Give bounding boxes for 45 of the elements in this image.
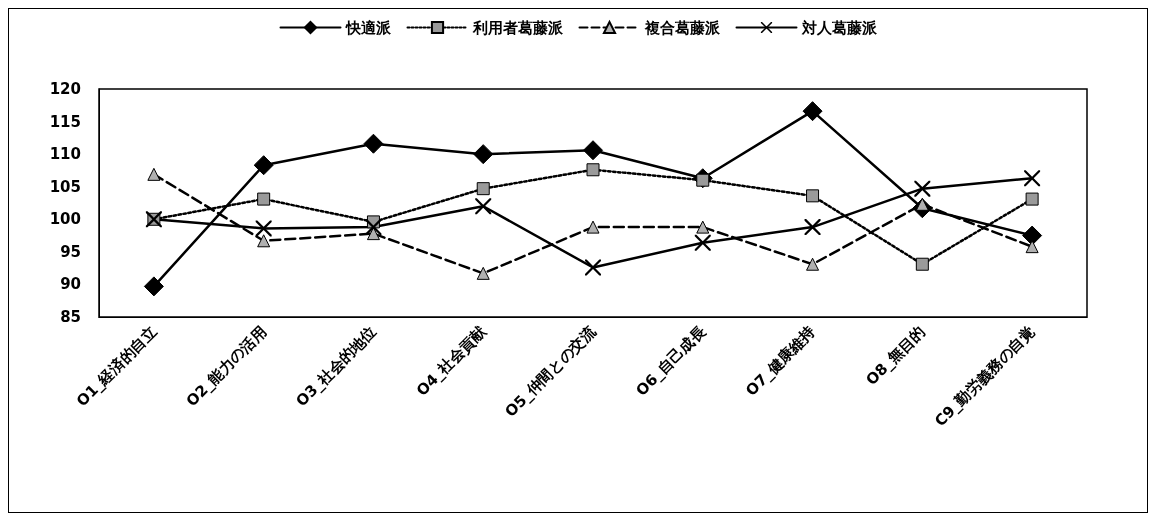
- y-tick-label: 110: [49, 145, 81, 164]
- y-tick-label: 120: [49, 80, 81, 98]
- y-tick-label: 105: [49, 177, 81, 196]
- point: [1025, 192, 1039, 206]
- legend-label: 複合葛藤派: [643, 18, 721, 37]
- point: [143, 276, 164, 297]
- point: [914, 180, 931, 197]
- point: [366, 227, 380, 241]
- y-tick-label: 85: [60, 308, 81, 326]
- y-tick-label: 115: [49, 112, 81, 131]
- point: [1024, 170, 1041, 187]
- y-tick-label: 90: [60, 275, 81, 294]
- point: [253, 155, 274, 176]
- point: [476, 266, 490, 280]
- point: [257, 234, 271, 248]
- legend-label: 快適派: [344, 18, 392, 37]
- point: [363, 133, 384, 154]
- y-tick-label: 100: [49, 210, 81, 229]
- point: [804, 219, 821, 236]
- y-tick-label: 95: [60, 242, 81, 261]
- legend-label: 利用者葛藤派: [471, 18, 564, 37]
- point: [583, 140, 603, 161]
- point: [1022, 225, 1043, 246]
- point: [585, 259, 601, 276]
- x-tick-label: O6_自己成長: [632, 322, 710, 400]
- point: [475, 198, 492, 215]
- point: [806, 189, 820, 203]
- point: [147, 167, 161, 181]
- point: [255, 220, 272, 237]
- point: [473, 144, 494, 165]
- point: [694, 234, 711, 251]
- point: [696, 220, 710, 234]
- point: [586, 163, 600, 177]
- point: [802, 101, 823, 122]
- point: [915, 257, 929, 271]
- point: [806, 257, 820, 271]
- x-tick-label: O8_無目的: [862, 322, 929, 389]
- point: [257, 192, 271, 206]
- point: [365, 219, 382, 236]
- x-tick-label: O7_健康維持: [742, 322, 819, 400]
- legend-label: 対人葛藤派: [800, 18, 878, 37]
- point: [1025, 240, 1039, 254]
- x-tick-label: O5_仲間との交流: [501, 321, 601, 421]
- point: [476, 182, 490, 196]
- point: [586, 220, 600, 234]
